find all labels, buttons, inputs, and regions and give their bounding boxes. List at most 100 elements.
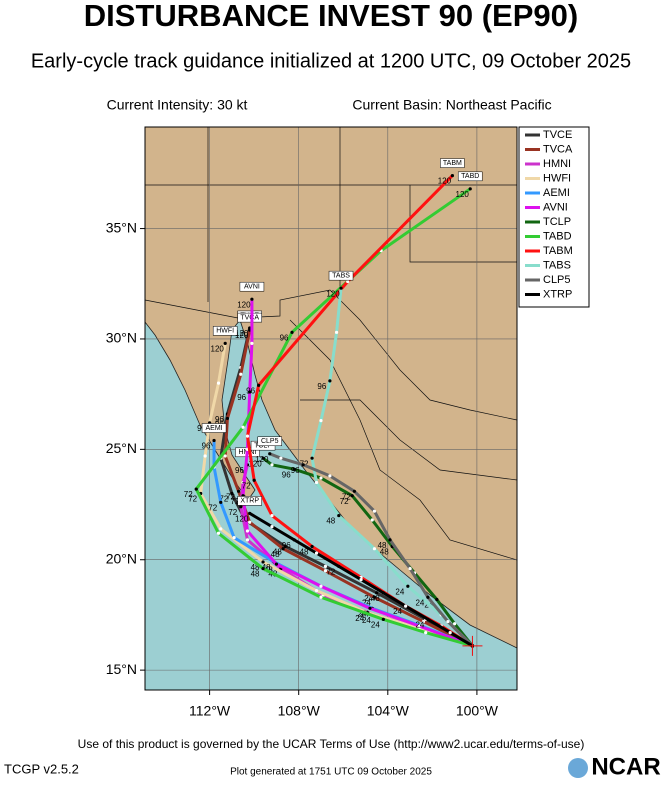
track-point [372,509,377,513]
hour-label: 72 [188,495,197,504]
hour-label: 48 [271,550,280,559]
legend-label: CLP5 [543,274,571,286]
end-box [328,270,354,281]
hour-label: 96 [291,466,300,475]
basin: Current Basin: Northeast Pacific [352,97,551,113]
hour-label: 96 [237,393,246,402]
hour-label: 48 [380,548,389,557]
hour-label: 72 [242,481,251,490]
hour-label: 120 [438,177,452,186]
hour-label: 48 [371,594,380,603]
track-point [239,505,243,509]
track-point [203,454,207,458]
track-point [453,622,457,626]
hour-label: 96 [317,382,326,391]
track-point [328,474,332,478]
hour-label: 48 [378,541,387,550]
x-tick-label: 108°W [278,703,321,719]
track-point [323,564,328,568]
hour-label: 24 [371,620,380,629]
track-point [323,569,328,573]
track-point [241,425,245,429]
track-point [245,529,250,533]
hour-label: 96 [202,442,211,451]
track-point [334,330,339,334]
track-point [408,566,412,571]
track-point [370,518,374,522]
track-point [352,489,356,493]
track-point [219,500,223,504]
hour-label: 120 [237,300,251,309]
hour-label: 96 [215,415,224,424]
end-box [440,158,465,168]
track-point [225,416,230,421]
track-point [212,438,216,443]
y-tick-label: 25°N [106,440,137,456]
hour-label: 24 [415,620,424,629]
legend-label: HMNI [543,158,571,170]
track-point [219,527,223,531]
border [409,185,517,263]
y-tick-label: 20°N [106,550,137,566]
border [289,319,518,561]
track-point [245,538,250,542]
hour-label: 72 [184,490,193,499]
track-point [421,619,426,624]
end-label: TCLP [254,443,272,450]
track-point [310,456,314,460]
track-point [279,456,283,460]
hour-label: 24 [358,609,367,618]
track-point [319,595,323,599]
end-label: CLP5 [261,438,279,445]
legend-label: TABS [543,259,571,271]
hour-label: 72 [231,497,240,506]
x-tick-label: 112°W [189,703,231,719]
intensity: Current Intensity: 30 kt [107,97,248,113]
track-point [314,551,319,555]
end-label: TVCA [240,314,259,321]
border [300,399,518,481]
track-point [319,584,323,588]
track-point [245,434,250,438]
track-point [301,463,305,467]
track-point [310,544,314,549]
y-tick-label: 35°N [106,219,137,235]
hour-label: 24 [395,587,404,596]
x-tick-label: 100°W [456,703,499,719]
legend-label: TABM [543,245,573,257]
track-point [216,531,221,535]
end-label: XTRP [240,498,259,505]
end-label: AVNI [244,284,260,291]
track-point [359,578,363,582]
track-point [404,604,408,608]
track-point [261,560,265,564]
logo-mark [568,758,588,778]
track-point [216,381,221,385]
generated: Plot generated at 1751 UTC 09 October 20… [230,767,432,778]
hour-label: 24 [362,598,371,607]
track-point [375,591,379,595]
end-box [239,281,265,292]
track-point [290,330,294,334]
track-point [274,562,279,566]
hour-label: 48 [273,548,282,557]
end-label: HWFI [216,328,234,335]
track-point [446,619,450,624]
track-point [368,606,372,610]
terms: Use of this product is governed by the U… [78,737,585,751]
track-point [270,463,274,467]
hour-label: 120 [235,331,249,340]
track-point [292,467,296,471]
hour-label: 48 [300,548,309,557]
track-point [232,536,236,540]
hour-label: 24 [393,607,402,616]
hour-label: 48 [326,517,335,526]
hour-label: 72 [228,508,237,517]
track-point [223,454,227,458]
hour-label: 72 [326,567,335,576]
subtitle: Early-cycle track guidance initialized a… [31,50,631,72]
legend-label: TCLP [543,216,571,228]
legend [518,126,590,308]
track-point [435,597,439,602]
